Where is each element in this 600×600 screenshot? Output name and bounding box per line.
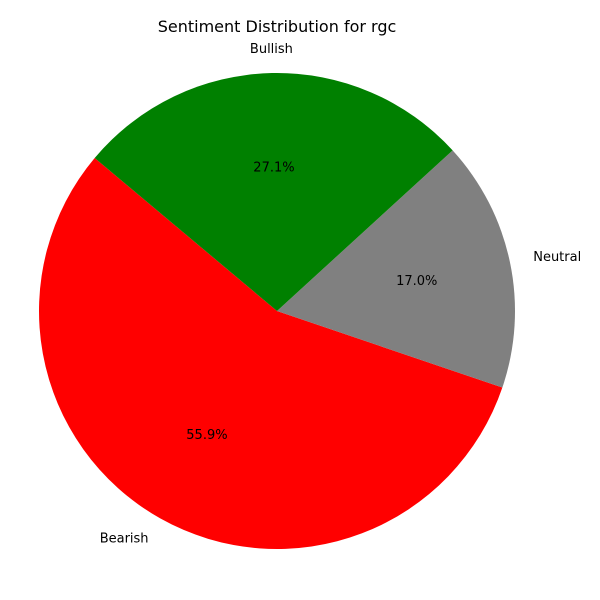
- pie-labels: Bearish 55.9% Neutral 17.0% Bullish 27.1%: [100, 42, 582, 547]
- slice-percent-bearish: 55.9%: [186, 428, 227, 443]
- pie-slices: [39, 72, 515, 549]
- slice-label-bullish: Bullish: [250, 42, 293, 57]
- pie-slice-neutral: [277, 150, 515, 388]
- slice-percent-bullish: 27.1%: [253, 161, 294, 176]
- pie-slice-bearish: [39, 158, 503, 549]
- chart-title: Sentiment Distribution for rgc: [158, 17, 397, 36]
- slice-percent-neutral: 17.0%: [396, 274, 437, 289]
- slice-label-neutral: Neutral: [533, 250, 581, 265]
- slice-label-bearish: Bearish: [100, 532, 149, 547]
- pie-slice-bullish: [94, 72, 453, 311]
